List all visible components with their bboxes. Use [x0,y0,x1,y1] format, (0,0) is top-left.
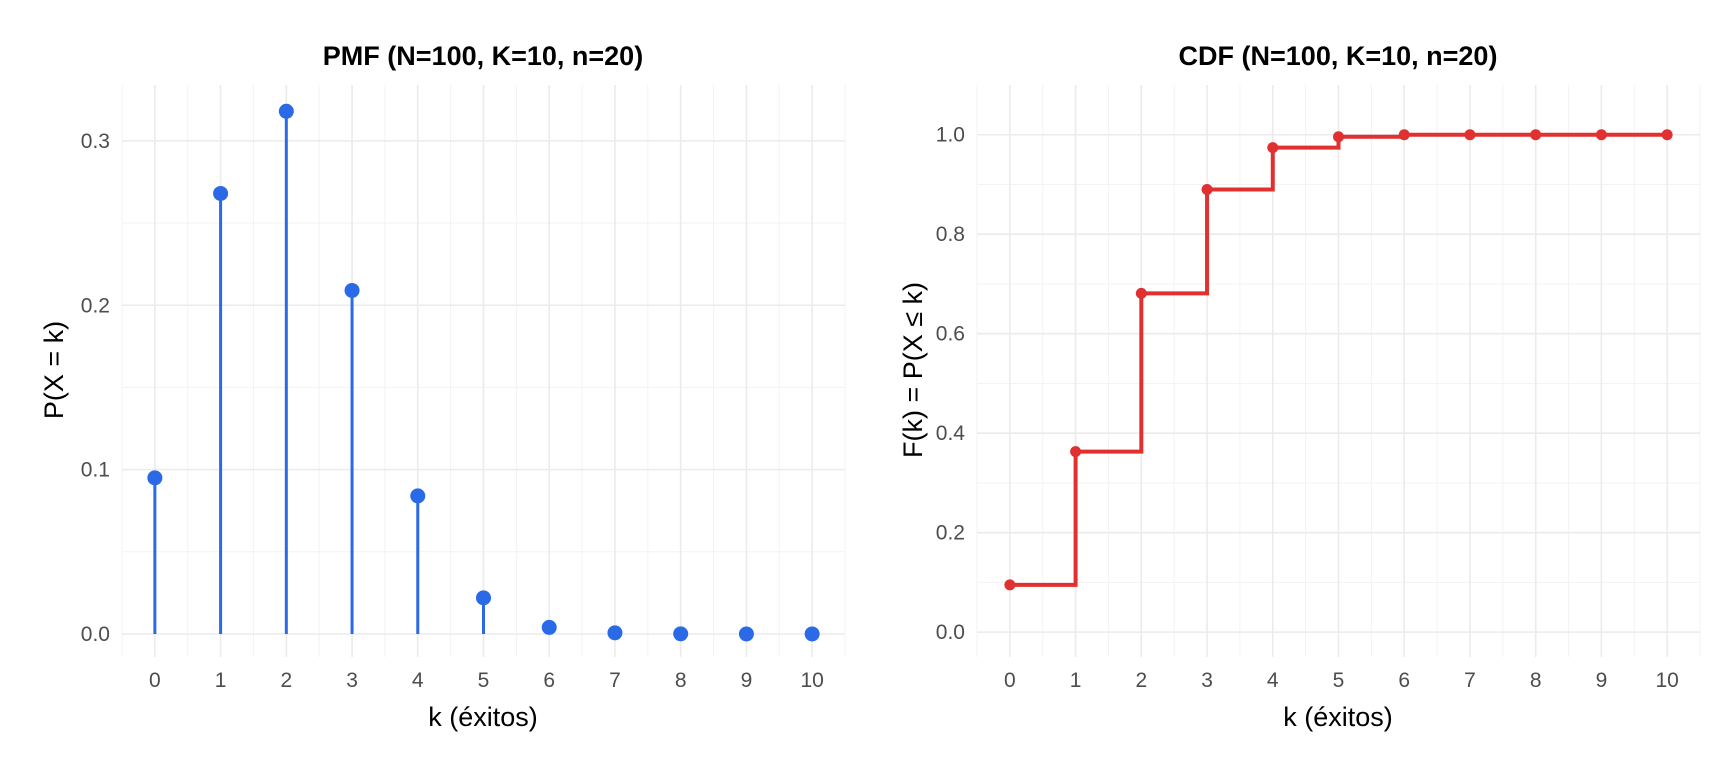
pmf-point [278,103,294,119]
y-tick-label: 0.1 [81,459,110,482]
pmf-grid [121,85,846,657]
x-tick-label: 5 [1333,669,1345,692]
pmf-point [344,282,360,298]
y-tick-label: 0.0 [936,621,965,644]
cdf-x-axis-label: k (éxitos) [1283,702,1393,732]
pmf-panel: 0.0 0.1 0.2 0.3 0 1 2 3 4 5 6 7 8 9 10 PMF (N=100, K=… [39,41,846,732]
x-tick-label: 7 [1464,669,1476,692]
cdf-point [1004,579,1016,591]
x-tick-label: 0 [149,669,161,692]
cdf-point [1135,287,1147,299]
pmf-point [673,626,689,642]
x-tick-label: 2 [1135,669,1147,692]
pmf-point [541,619,557,635]
pmf-marks [147,103,820,642]
cdf-point [1530,129,1542,141]
x-tick-label: 3 [1201,669,1213,692]
cdf-grid [976,85,1701,657]
x-tick-label: 1 [215,669,227,692]
x-tick-label: 6 [1398,669,1410,692]
x-tick-label: 9 [1596,669,1608,692]
y-tick-label: 0.2 [936,522,965,545]
cdf-point [1595,129,1607,141]
pmf-point [213,185,229,201]
cdf-point [1267,142,1279,154]
cdf-title: CDF (N=100, K=10, n=20) [1179,41,1498,71]
cdf-y-tick-labels: 0.0 0.2 0.4 0.6 0.8 1.0 [936,124,966,644]
cdf-point [1201,183,1213,195]
pmf-x-axis-label: k (éxitos) [428,702,538,732]
y-tick-label: 1.0 [936,124,965,147]
cdf-x-tick-labels: 0 1 2 3 4 5 6 7 8 9 10 [1004,669,1679,692]
cdf-point [1333,131,1344,143]
x-tick-label: 4 [412,669,424,692]
x-tick-label: 1 [1070,669,1082,692]
y-tick-label: 0.8 [936,223,965,246]
x-tick-label: 7 [609,669,621,692]
pmf-point [147,470,163,486]
x-tick-label: 6 [543,669,555,692]
cdf-point [1398,129,1410,141]
x-tick-label: 10 [800,669,823,692]
cdf-point [1070,446,1082,458]
x-tick-label: 5 [478,669,490,692]
pmf-point [607,625,623,641]
cdf-point [1661,129,1673,141]
cdf-panel: 0.0 0.2 0.4 0.6 0.8 1.0 0 1 2 3 4 5 6 7 8 9 10 CDF (N=1… [898,41,1701,732]
pmf-x-tick-labels: 0 1 2 3 4 5 6 7 8 9 10 [149,669,824,692]
x-tick-label: 0 [1004,669,1016,692]
x-tick-label: 8 [1530,669,1542,692]
pmf-point [410,488,426,504]
pmf-y-tick-labels: 0.0 0.1 0.2 0.3 [81,130,110,646]
y-tick-label: 0.2 [81,294,110,317]
cdf-marks [1004,129,1673,591]
pmf-point [476,590,491,606]
pmf-point [804,626,820,642]
y-tick-label: 0.0 [81,623,110,646]
cdf-y-axis-label: F(k) = P(X ≤ k) [898,282,928,458]
cdf-point [1464,129,1476,141]
pmf-title: PMF (N=100, K=10, n=20) [323,41,643,71]
pmf-y-axis-label: P(X = k) [39,321,69,419]
y-tick-label: 0.6 [936,323,965,346]
x-tick-label: 9 [741,669,753,692]
x-tick-label: 4 [1267,669,1279,692]
x-tick-label: 3 [346,669,358,692]
x-tick-label: 10 [1655,669,1678,692]
pmf-point [738,626,754,642]
x-tick-label: 8 [675,669,687,692]
x-tick-label: 2 [280,669,292,692]
y-tick-label: 0.3 [81,130,110,153]
y-tick-label: 0.4 [936,422,966,445]
